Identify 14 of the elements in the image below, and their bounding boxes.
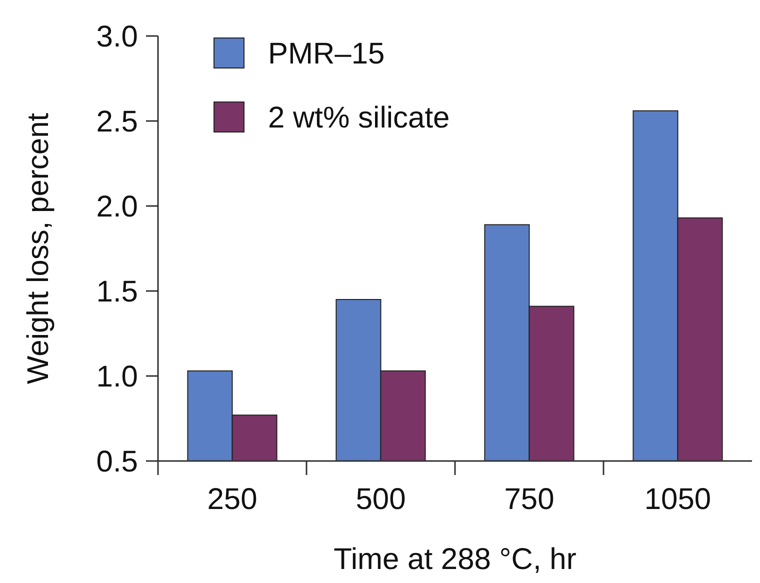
y-axis-title: Weight loss, percent <box>22 112 55 384</box>
y-tick-label: 1.5 <box>96 276 138 308</box>
y-tick-label: 0.5 <box>96 446 138 478</box>
y-tick-label: 2.5 <box>96 106 138 138</box>
x-tick-label: 750 <box>504 483 554 516</box>
y-tick-label: 3.0 <box>96 20 138 54</box>
x-tick-label: 250 <box>207 483 258 516</box>
legend-label: 2 wt% silicate <box>268 102 450 134</box>
x-tick-label: 1050 <box>644 483 712 516</box>
y-tick-label: 2.0 <box>96 190 138 224</box>
y-tick-label: 1.0 <box>96 360 138 394</box>
legend-label: PMR–15 <box>268 38 385 70</box>
x-axis-title: Time at 288 °C, hr <box>334 543 576 576</box>
x-tick-label: 500 <box>356 483 406 516</box>
